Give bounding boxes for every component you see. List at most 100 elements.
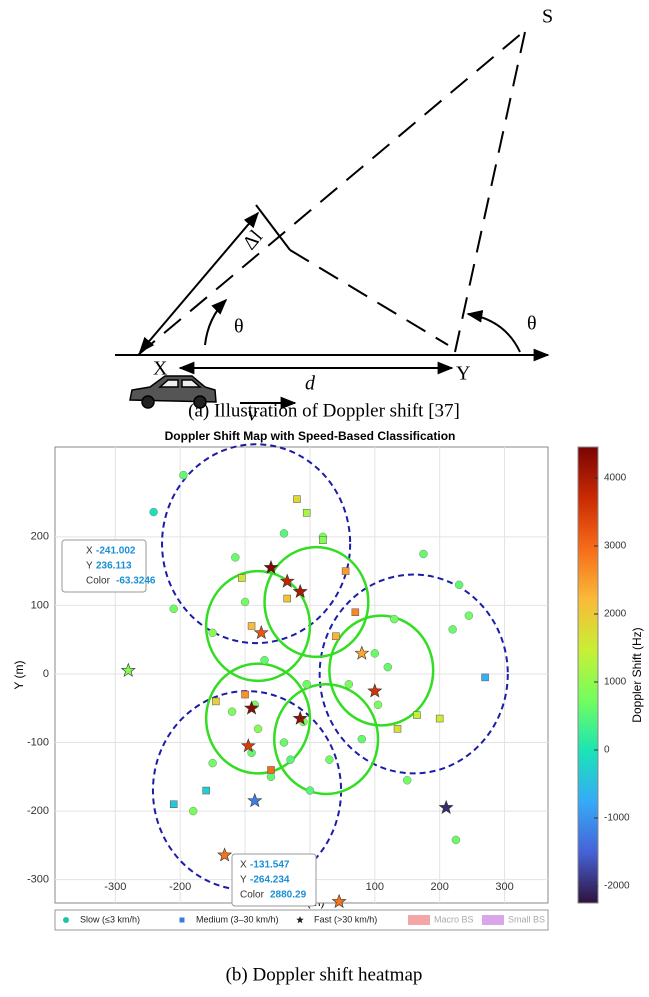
colorbar-tick-label: -2000 (604, 881, 630, 892)
point-fast (244, 700, 260, 715)
point-medium (169, 800, 178, 809)
point-slow (370, 649, 380, 658)
base-station (273, 683, 380, 796)
datatip-value: -241.002 (96, 546, 136, 557)
colorbar-tick-label: 2000 (604, 609, 627, 620)
legend-label: Medium (3–30 km/h) (196, 914, 279, 924)
point-fast (120, 662, 136, 677)
point-slow (390, 614, 399, 624)
point-medium (351, 608, 360, 617)
point-medium (283, 594, 291, 603)
point-slow (325, 755, 334, 764)
point-slow (373, 700, 383, 710)
base-station (161, 443, 352, 645)
datatip-label: X (86, 546, 93, 557)
point-medium (202, 786, 210, 795)
datatip-value: 2880.29 (270, 890, 307, 901)
path-x-s (137, 27, 529, 356)
y-tick-label: 100 (31, 599, 49, 611)
point-slow (305, 786, 315, 795)
point-slow (240, 597, 250, 607)
point-slow (208, 628, 217, 638)
datatip-label: X (240, 860, 247, 871)
y-tick-label: -200 (27, 805, 49, 817)
point-slow (253, 724, 263, 734)
base-station (204, 569, 312, 683)
base-station (204, 662, 312, 775)
point-fast (240, 738, 256, 753)
perp-dash (289, 249, 449, 346)
perp-tick (255, 204, 291, 251)
point-fast (292, 710, 308, 725)
diagram-labels: S Δl θ θ X Y d v (a) Illustration of Dop… (153, 6, 553, 426)
datatip-label: Y (240, 875, 247, 886)
label-s: S (542, 6, 553, 28)
point-medium (302, 509, 311, 517)
legend-swatch (179, 917, 185, 923)
colorbar (577, 446, 599, 904)
car (129, 375, 217, 409)
x-tick-label: 200 (430, 881, 448, 893)
datatip-label: Y (86, 561, 93, 572)
legend-swatch (408, 915, 430, 925)
point-slow (169, 604, 178, 614)
legend-label: Fast (>30 km/h) (314, 914, 377, 924)
point-fast (438, 799, 454, 814)
datatip-value: 236.113 (96, 561, 132, 572)
point-medium (241, 690, 249, 699)
legend-label: Small BS (508, 914, 545, 924)
point-fast (247, 792, 263, 808)
y-tick-label: -100 (27, 736, 49, 748)
datatip-label: Color (240, 890, 265, 901)
legend-label: Slow (≤3 km/h) (80, 914, 140, 924)
point-slow (383, 662, 393, 672)
plot: -300-200-1000100200300-300-200-100010020… (27, 443, 549, 908)
point-medium (319, 536, 327, 545)
datatip-value: -264.234 (250, 875, 290, 886)
angle-x (204, 298, 228, 346)
datatip-box (231, 853, 317, 907)
point-slow (451, 835, 461, 845)
point-slow (357, 734, 367, 744)
legend-label: Macro BS (434, 914, 474, 924)
point-medium (435, 714, 444, 723)
point-slow (402, 776, 412, 785)
y-tick-label: 0 (43, 668, 49, 680)
delta-l-arrow (138, 211, 260, 354)
base-station (263, 545, 370, 659)
x-tick-label: 100 (366, 881, 384, 893)
colorbar-tick-label: 4000 (604, 473, 627, 484)
colorbar-label: Doppler Shift (Hz) (630, 627, 644, 722)
base-station (318, 573, 509, 775)
chart-title: Doppler Shift Map with Speed-Based Class… (165, 429, 456, 443)
point-slow (286, 755, 295, 764)
y-tick-label: 200 (31, 531, 49, 543)
point-fast (292, 583, 308, 598)
legend-swatch (63, 917, 69, 923)
label-x: X (153, 358, 168, 380)
datatip-value: -131.547 (250, 860, 290, 871)
point-slow (454, 580, 464, 590)
legend-swatch (296, 916, 304, 924)
point-slow (208, 758, 217, 768)
point-fast (253, 624, 269, 640)
colorbar-tick-label: 3000 (604, 541, 627, 552)
point-slow (302, 680, 311, 689)
datatip-value: -63.3246 (116, 576, 156, 587)
point-slow (260, 656, 269, 665)
point-medium (212, 697, 220, 706)
point-fast (331, 893, 347, 908)
point-slow (448, 625, 457, 634)
point-medium (238, 574, 246, 582)
y-axis-label: Y (m) (12, 660, 26, 689)
label-theta: θ (527, 313, 537, 335)
datatip-box (61, 539, 147, 593)
angle-y (466, 309, 521, 353)
point-medium (267, 766, 275, 774)
caption: (b) Doppler shift heatmap (226, 964, 423, 985)
y-tick-label: -300 (27, 874, 49, 886)
point-medium (247, 622, 256, 630)
caption: (a) Illustration of Doppler shift [37] (188, 400, 460, 421)
x-tick-label: -200 (169, 881, 191, 893)
